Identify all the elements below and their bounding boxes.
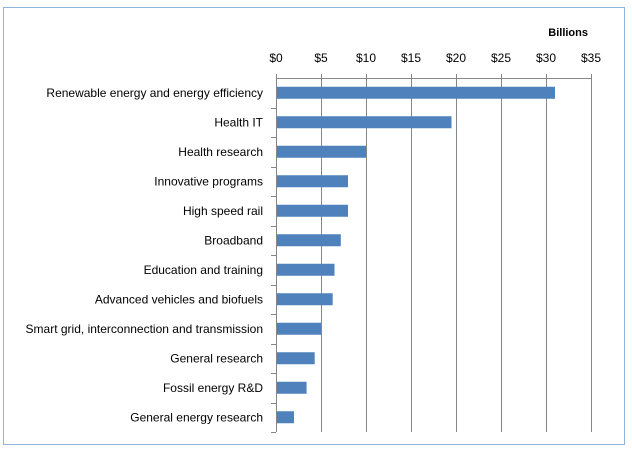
category-label: Health IT [214, 115, 263, 129]
category-label: Health research [178, 145, 263, 159]
bar [277, 145, 366, 158]
bar [277, 411, 294, 424]
category-label: Innovative programs [154, 174, 263, 188]
bar [277, 204, 348, 217]
bar [277, 234, 341, 247]
chart-frame [3, 7, 625, 445]
x-tick-label: $0 [269, 51, 283, 65]
category-label: General energy research [130, 410, 263, 424]
category-label: Fossil energy R&D [163, 381, 263, 395]
x-axis-tick-labels: $0 $5 $10 $15 $20 $25 $30 $35 [269, 51, 601, 65]
x-tick-label: $30 [536, 51, 556, 65]
unit-label: Billions [548, 27, 588, 39]
bar [277, 175, 348, 188]
x-tick-label: $15 [401, 51, 421, 65]
x-tick-label: $25 [491, 51, 511, 65]
category-label: Education and training [144, 263, 263, 277]
category-labels: Renewable energy and energy efficiency He… [26, 86, 264, 425]
bar [277, 86, 555, 99]
bar [277, 116, 452, 129]
bar [277, 381, 307, 394]
x-tick-label: $20 [446, 51, 466, 65]
bar [277, 322, 321, 335]
category-label: High speed rail [183, 204, 263, 218]
x-tick-label: $5 [314, 51, 328, 65]
bar [277, 293, 333, 306]
x-tick-label: $35 [581, 51, 601, 65]
bar [277, 263, 335, 276]
x-tick-label: $10 [356, 51, 376, 65]
category-label: Broadband [204, 233, 263, 247]
category-label: General research [170, 351, 263, 365]
bars [277, 86, 555, 424]
gridlines [271, 74, 592, 433]
category-label: Smart grid, interconnection and transmis… [26, 322, 263, 336]
category-label: Renewable energy and energy efficiency [46, 86, 263, 100]
category-label: Advanced vehicles and biofuels [95, 292, 263, 306]
bar [277, 352, 315, 365]
